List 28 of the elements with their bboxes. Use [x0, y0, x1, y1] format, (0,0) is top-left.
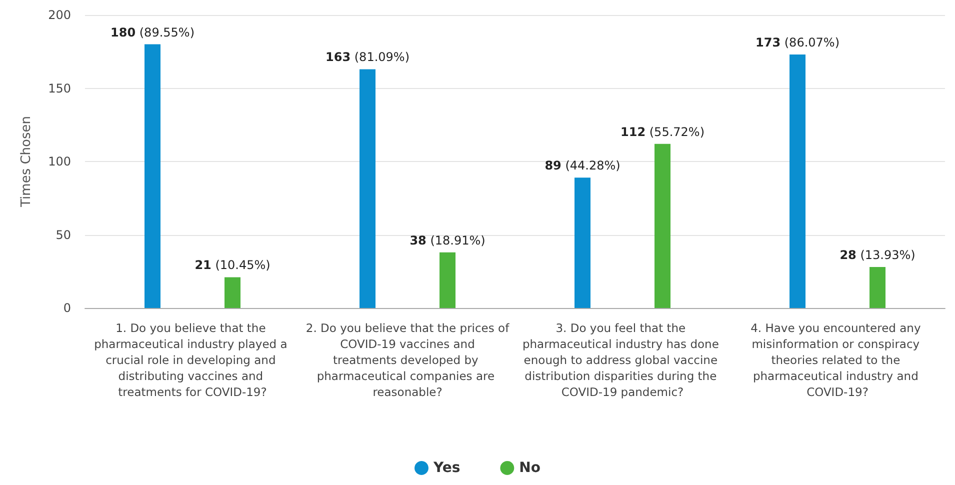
data-label: 89 (44.28%) — [544, 158, 620, 173]
legend-label: No — [519, 460, 541, 476]
bar — [144, 44, 160, 308]
bar — [870, 266, 886, 308]
x-tick-label: 1. Do you believe that the pharmaceutical industry played a crucial role in developing and distributing vaccines and treatments for COVID-19? — [94, 321, 291, 399]
x-tick-label: 3. Do you feel that the pharmaceutical industry has done enough to address global vaccine distribution disparities during the COVID-19 pandemic? — [522, 321, 723, 399]
data-label: 28 (13.93%) — [840, 248, 916, 262]
bar — [224, 277, 240, 308]
bar — [440, 252, 456, 308]
y-tick-label: 0 — [63, 301, 71, 315]
x-tick-label: 2. Do you believe that the prices of COVID-19 vaccines and treatments developed by pharmaceutical companies are reasonable? — [306, 321, 510, 399]
y-axis-title: Times Chosen — [19, 116, 34, 208]
data-label: 180 (89.55%) — [110, 25, 194, 40]
bar — [574, 178, 590, 308]
legend-label: Yes — [432, 460, 460, 476]
y-tick-label: 50 — [56, 228, 71, 242]
y-tick-label: 200 — [48, 8, 71, 22]
data-label: 112 (55.72%) — [620, 124, 704, 139]
data-label: 163 (81.09%) — [326, 50, 410, 64]
data-label: 21 (10.45%) — [194, 258, 270, 272]
bar — [790, 54, 806, 308]
y-tick-label: 150 — [48, 81, 71, 96]
data-label: 38 (18.91%) — [410, 233, 486, 248]
bar — [654, 144, 670, 308]
data-label: 173 (86.07%) — [756, 36, 840, 50]
x-tick-label: 4. Have you encountered any misinformation or conspiracy theories related to the pharmaceutical industry and COVID-19? — [750, 321, 924, 399]
bar — [360, 69, 376, 308]
y-tick-label: 100 — [48, 154, 71, 168]
